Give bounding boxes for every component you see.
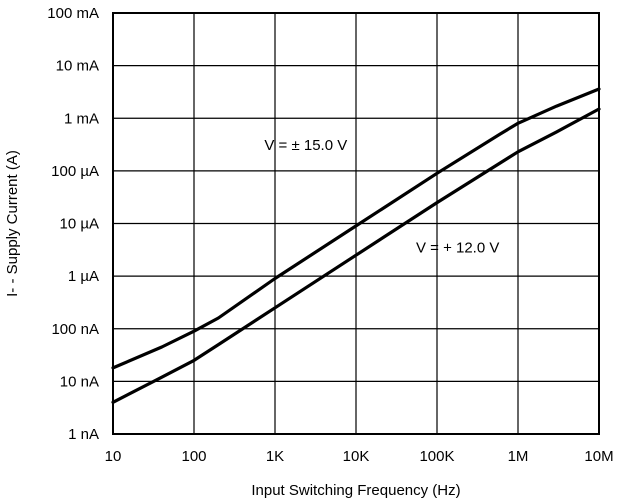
- y-tick-label: 100 µA: [51, 163, 99, 180]
- x-tick-label: 10M: [584, 448, 613, 465]
- annotation-1: V = ± 15.0 V: [264, 137, 347, 154]
- y-tick-label: 1 mA: [64, 110, 99, 127]
- y-tick-label: 10 nA: [60, 373, 99, 390]
- y-tick-label: 10 µA: [60, 216, 100, 233]
- series-line-1: [111, 87, 601, 370]
- y-tick-label: 100 mA: [47, 5, 99, 22]
- y-tick-label: 1 µA: [68, 268, 99, 285]
- series-line-2: [111, 107, 601, 404]
- y-axis-title: I- - Supply Current (A): [4, 150, 21, 297]
- x-tick-label: 1M: [508, 448, 529, 465]
- series-layer: [111, 87, 601, 404]
- x-tick-label: 10: [105, 448, 122, 465]
- x-axis-title: Input Switching Frequency (Hz): [251, 482, 460, 499]
- annotations: V = ± 15.0 V V = + 12.0 V: [264, 137, 499, 257]
- x-tick-labels: 10 100 1K 10K 100K 1M 10M: [105, 448, 614, 465]
- y-tick-label: 10 mA: [56, 58, 99, 75]
- x-tick-label: 10K: [343, 448, 370, 465]
- annotation-2: V = + 12.0 V: [416, 240, 499, 257]
- x-tick-label: 100: [181, 448, 206, 465]
- y-tick-label: 100 nA: [51, 321, 99, 338]
- y-tick-labels: 1 nA 10 nA 100 nA 1 µA 10 µA 100 µA 1 mA 10 mA 1…: [47, 5, 99, 443]
- y-tick-label: 1 nA: [68, 426, 99, 443]
- grid-lines: [112, 12, 600, 435]
- x-tick-label: 100K: [419, 448, 454, 465]
- x-tick-label: 1K: [266, 448, 284, 465]
- plot-frame: [112, 12, 600, 435]
